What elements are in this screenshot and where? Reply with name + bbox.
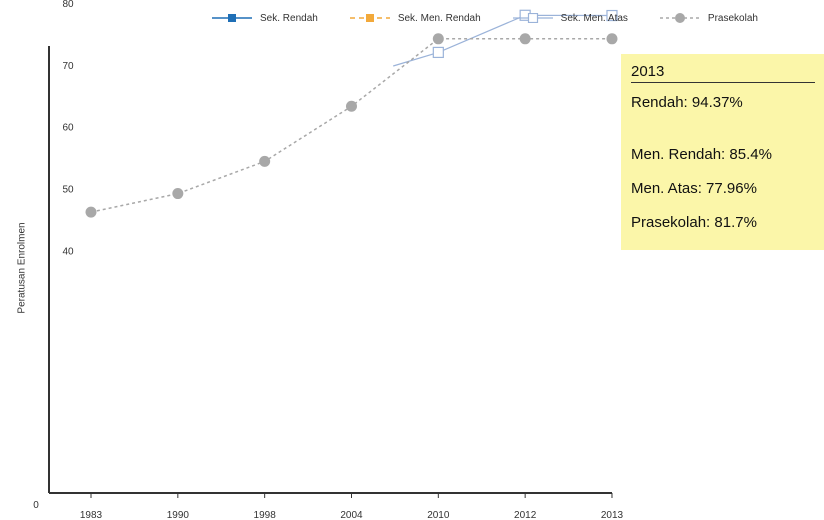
- y-tick-label: 50: [62, 185, 74, 196]
- tooltip-line-men-atas: Men. Atas: 77.96%: [631, 180, 757, 197]
- chart-legend: Sek. Rendah Sek. Men. Rendah Sek. Men. A…: [212, 12, 790, 24]
- legend-swatch-solid-blue: [212, 14, 252, 22]
- data-point-3-2: [259, 155, 271, 167]
- tooltip-title: 2013: [631, 63, 815, 83]
- series-line-3: [90, 38, 612, 213]
- tooltip-line-prasekolah: Prasekolah: 81.7%: [631, 214, 757, 231]
- legend-swatch-solid-light-blue: [512, 13, 553, 23]
- legend-item-sek-men-rendah[interactable]: Sek. Men. Rendah: [349, 12, 481, 24]
- x-tick-label: 1990: [167, 510, 190, 520]
- tooltip-line-men-rendah: Men. Rendah: 85.4%: [631, 146, 772, 163]
- x-tick-label: 2010: [427, 510, 450, 520]
- data-point-3-3: [345, 100, 357, 112]
- data-point-3-1: [172, 188, 184, 200]
- x-tick-label: 2013: [601, 510, 624, 520]
- y-origin-label: 0: [33, 500, 39, 511]
- legend-item-sek-rendah[interactable]: Sek. Rendah: [212, 13, 318, 24]
- x-tick-label: 2012: [514, 510, 537, 520]
- y-tick-label: 80: [62, 0, 74, 10]
- hover-tooltip: 2013 Rendah: 94.37% Men. Rendah: 85.4% M…: [621, 54, 824, 250]
- data-point-2-6: [606, 9, 618, 22]
- y-tick-label: 70: [62, 61, 74, 72]
- x-tick-label: 2004: [340, 510, 363, 520]
- legend-label: Sek. Rendah: [260, 12, 318, 24]
- legend-label: Prasekolah: [707, 12, 758, 24]
- legend-item-sek-men-atas[interactable]: Sek. Men. Atas: [512, 12, 628, 24]
- data-point-3-4: [432, 33, 444, 45]
- x-tick-label: 1998: [254, 510, 277, 520]
- legend-item-prasekolah[interactable]: Prasekolah: [659, 12, 758, 24]
- legend-label: Sek. Men. Atas: [560, 12, 628, 24]
- legend-label: Sek. Men. Rendah: [397, 12, 481, 24]
- y-tick-label: 40: [62, 247, 74, 258]
- tooltip-line-rendah: Rendah: 94.37%: [631, 94, 743, 111]
- data-point-2-4: [432, 46, 444, 59]
- series-line-2: [393, 14, 613, 67]
- y-axis-title: Peratusan Enrolmen: [16, 222, 28, 314]
- legend-swatch-dashed-orange: [349, 14, 390, 22]
- data-point-3-0: [85, 206, 97, 218]
- legend-swatch-dotted-gray: [659, 13, 700, 23]
- y-tick-label: 60: [62, 123, 74, 134]
- data-point-3-6: [606, 33, 618, 45]
- x-tick-label: 1983: [80, 510, 103, 520]
- data-point-3-5: [519, 33, 531, 45]
